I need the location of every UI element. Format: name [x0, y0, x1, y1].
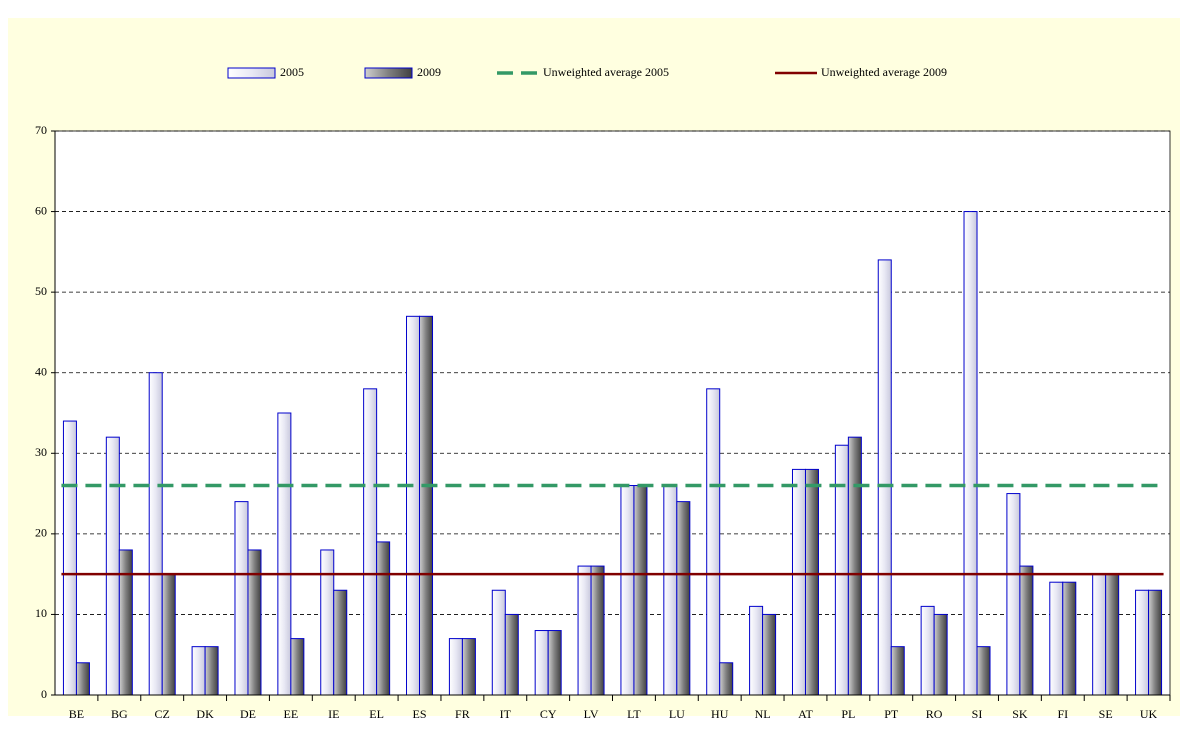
plot-border	[54, 130, 1171, 696]
bar	[448, 638, 463, 696]
x-tick-label: BE	[69, 707, 84, 721]
y-tick-label: 0	[41, 687, 47, 701]
y-tick-label: 30	[35, 445, 47, 459]
bar	[877, 259, 892, 696]
bar	[676, 501, 691, 696]
y-tick-label: 60	[35, 203, 47, 217]
bar	[791, 468, 806, 696]
bar	[118, 549, 133, 696]
bar	[333, 589, 348, 696]
bar	[890, 646, 905, 696]
bar	[719, 662, 734, 696]
bar	[976, 646, 991, 696]
bar	[320, 549, 335, 696]
bar	[406, 315, 421, 696]
bar	[834, 444, 849, 696]
legend-label: 2005	[280, 65, 304, 79]
bar	[663, 485, 678, 696]
y-tick-label: 70	[35, 123, 47, 137]
bar	[247, 549, 262, 696]
bar	[963, 211, 978, 696]
legend-swatch	[364, 67, 413, 79]
x-tick-label: CZ	[155, 707, 170, 721]
bar	[363, 388, 378, 696]
bar	[920, 605, 935, 696]
bar	[161, 573, 176, 696]
bar	[577, 565, 592, 696]
x-tick-label: PT	[884, 707, 899, 721]
y-tick-label: 50	[35, 284, 47, 298]
x-tick-label: BG	[111, 707, 128, 721]
bar	[534, 630, 549, 696]
x-tick-label: PL	[841, 707, 855, 721]
x-tick-label: LT	[627, 707, 641, 721]
bar	[234, 501, 249, 696]
bar	[504, 613, 519, 696]
y-tick-label: 40	[35, 364, 47, 378]
bar	[204, 646, 219, 696]
bar	[933, 613, 948, 696]
x-tick-label: UK	[1140, 707, 1158, 721]
bar	[105, 436, 120, 696]
bar	[148, 372, 163, 696]
x-tick-label: CY	[540, 707, 557, 721]
bar	[762, 613, 777, 696]
bar	[277, 412, 292, 696]
bar	[191, 646, 206, 696]
bar	[1105, 573, 1120, 696]
bar	[804, 468, 819, 696]
bar	[633, 485, 648, 696]
legend-swatch	[227, 67, 276, 79]
x-tick-label: AT	[798, 707, 813, 721]
bar	[461, 638, 476, 696]
x-tick-label: SI	[972, 707, 983, 721]
x-tick-label: SK	[1012, 707, 1028, 721]
bar	[419, 315, 434, 696]
x-tick-label: EL	[369, 707, 384, 721]
bar	[749, 605, 764, 696]
bar	[75, 662, 90, 696]
bar	[620, 485, 635, 696]
x-tick-label: NL	[755, 707, 771, 721]
x-tick-label: IE	[328, 707, 339, 721]
x-tick-label: LU	[669, 707, 685, 721]
y-tick-label: 10	[35, 606, 47, 620]
x-tick-label: RO	[926, 707, 943, 721]
bar	[1148, 589, 1163, 696]
bar	[847, 436, 862, 696]
bar	[1062, 581, 1077, 696]
legend-label: 2009	[417, 65, 441, 79]
x-tick-label: DE	[240, 707, 256, 721]
bar	[290, 638, 305, 696]
plot-area	[55, 131, 1170, 695]
x-tick-label: DK	[196, 707, 214, 721]
x-tick-label: HU	[711, 707, 729, 721]
legend-label: Unweighted average 2005	[543, 65, 669, 79]
y-tick-label: 20	[35, 526, 47, 540]
legend-label: Unweighted average 2009	[821, 65, 947, 79]
x-tick-label: EE	[284, 707, 299, 721]
bar	[376, 541, 391, 696]
bar	[1049, 581, 1064, 696]
bar	[62, 420, 77, 696]
bar	[1019, 565, 1034, 696]
bar	[1135, 589, 1150, 696]
x-tick-label: FI	[1057, 707, 1068, 721]
x-tick-label: IT	[500, 707, 512, 721]
bar	[491, 589, 506, 696]
x-tick-label: FR	[455, 707, 470, 721]
bar	[1092, 573, 1107, 696]
bar	[590, 565, 605, 696]
x-tick-label: ES	[413, 707, 427, 721]
bar	[1006, 493, 1021, 696]
x-tick-label: SE	[1099, 707, 1113, 721]
x-tick-label: LV	[584, 707, 599, 721]
bar	[706, 388, 721, 696]
bar	[547, 630, 562, 696]
